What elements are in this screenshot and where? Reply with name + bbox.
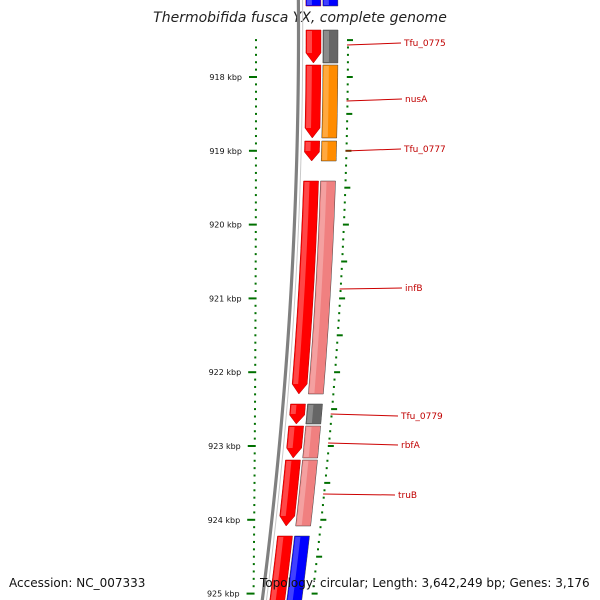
gene-label-group: Tfu_0775 nusA Tfu_0777 infB Tfu_0779 rbfA truB: [398, 39, 446, 501]
gene-label-nusa[interactable]: nusA: [405, 95, 428, 105]
gene-feature-tfu0779: [289, 403, 306, 425]
gene-feature-shine: [306, 0, 312, 5]
gene-feature-tfu0775: [305, 29, 322, 64]
label-leader-group: [323, 42, 403, 496]
scale-tick-group: 918 kbp 919 kbp 920 kbp 921 kbp 922 kbp 923 k…: [207, 73, 257, 599]
label-leader-line: [346, 42, 402, 46]
gene-feature-shine: [290, 405, 297, 414]
gene-feature-shine: [270, 537, 284, 600]
cds-feature-infb: [308, 180, 336, 395]
gene-label-infb[interactable]: infB: [405, 284, 423, 294]
cds-feature-blue-cds-top: [322, 0, 339, 7]
gene-label-tfu-0775[interactable]: Tfu_0775: [403, 39, 446, 49]
cds-feature-shine: [306, 405, 314, 423]
gene-feature-shine: [293, 182, 310, 384]
scale-tick-label: 924 kbp: [208, 516, 241, 525]
cds-feature-shine: [323, 31, 329, 62]
gene-feature-tfu0777: [304, 140, 320, 162]
label-leader-line: [345, 148, 402, 152]
cds-feature-tfu0775: [322, 29, 339, 64]
cds-feature-tfu0779: [305, 403, 323, 425]
scale-tick-label: 925 kbp: [207, 590, 240, 599]
accession-text: Accession: NC_007333: [9, 576, 146, 590]
scale-tick-label: 922 kbp: [209, 368, 242, 377]
scale-tick-label: 918 kbp: [209, 73, 242, 82]
backbone-inner-line: [265, 0, 304, 600]
scale-tick-label: 920 kbp: [209, 221, 242, 230]
scale-tick-label: 919 kbp: [209, 147, 242, 156]
minor-tick-group: [252, 39, 353, 595]
backbone-group: [260, 0, 304, 600]
cds-feature-shine: [303, 427, 312, 457]
cds-feature-shine: [296, 461, 309, 525]
cds-feature-rbfa: [302, 425, 321, 459]
gene-feature-blue-cds-top: [305, 0, 322, 7]
gene-feature-infb: [291, 180, 319, 395]
label-leader-line: [346, 98, 403, 102]
label-leader-line: [328, 442, 399, 446]
gene-feature-rbfa: [286, 425, 304, 459]
scale-tick-label: 923 kbp: [208, 442, 241, 451]
label-leader-line: [330, 413, 399, 417]
gene-feature-red-blue-bottom: [269, 535, 293, 600]
cds-feature-shine: [322, 66, 329, 137]
label-leader-line: [339, 287, 403, 290]
gene-feature-shine: [280, 461, 292, 516]
cds-feature-shine: [309, 182, 327, 393]
backbone-line: [260, 0, 301, 600]
scale-tick-label: 921 kbp: [209, 294, 242, 303]
cds-feature-nusa: [321, 64, 339, 139]
cds-feature-trub: [295, 459, 318, 527]
gene-label-tfu-0779[interactable]: Tfu_0779: [400, 412, 443, 422]
cds-feature-shine: [323, 0, 329, 5]
gene-feature-shine: [287, 427, 295, 448]
gene-feature-shine: [305, 142, 311, 151]
topology-text: Topology: circular; Length: 3,642,249 bp…: [260, 576, 590, 590]
gene-feature-trub: [279, 459, 301, 527]
gene-label-tfu-0777[interactable]: Tfu_0777: [403, 145, 446, 155]
gene-feature-shine: [306, 31, 312, 53]
cds-feature-red-blue-bottom: [286, 535, 310, 600]
gene-label-trub[interactable]: truB: [398, 491, 417, 501]
cds-feature-tfu0777: [320, 140, 337, 162]
cds-feature-shine: [322, 142, 328, 160]
label-leader-line: [323, 493, 396, 496]
gene-feature-shine: [306, 66, 312, 128]
cds-feature-shine: [287, 537, 301, 600]
gene-feature-nusa: [304, 64, 322, 139]
feature-group: [269, 0, 339, 600]
gene-label-rbfa[interactable]: rbfA: [401, 441, 421, 451]
